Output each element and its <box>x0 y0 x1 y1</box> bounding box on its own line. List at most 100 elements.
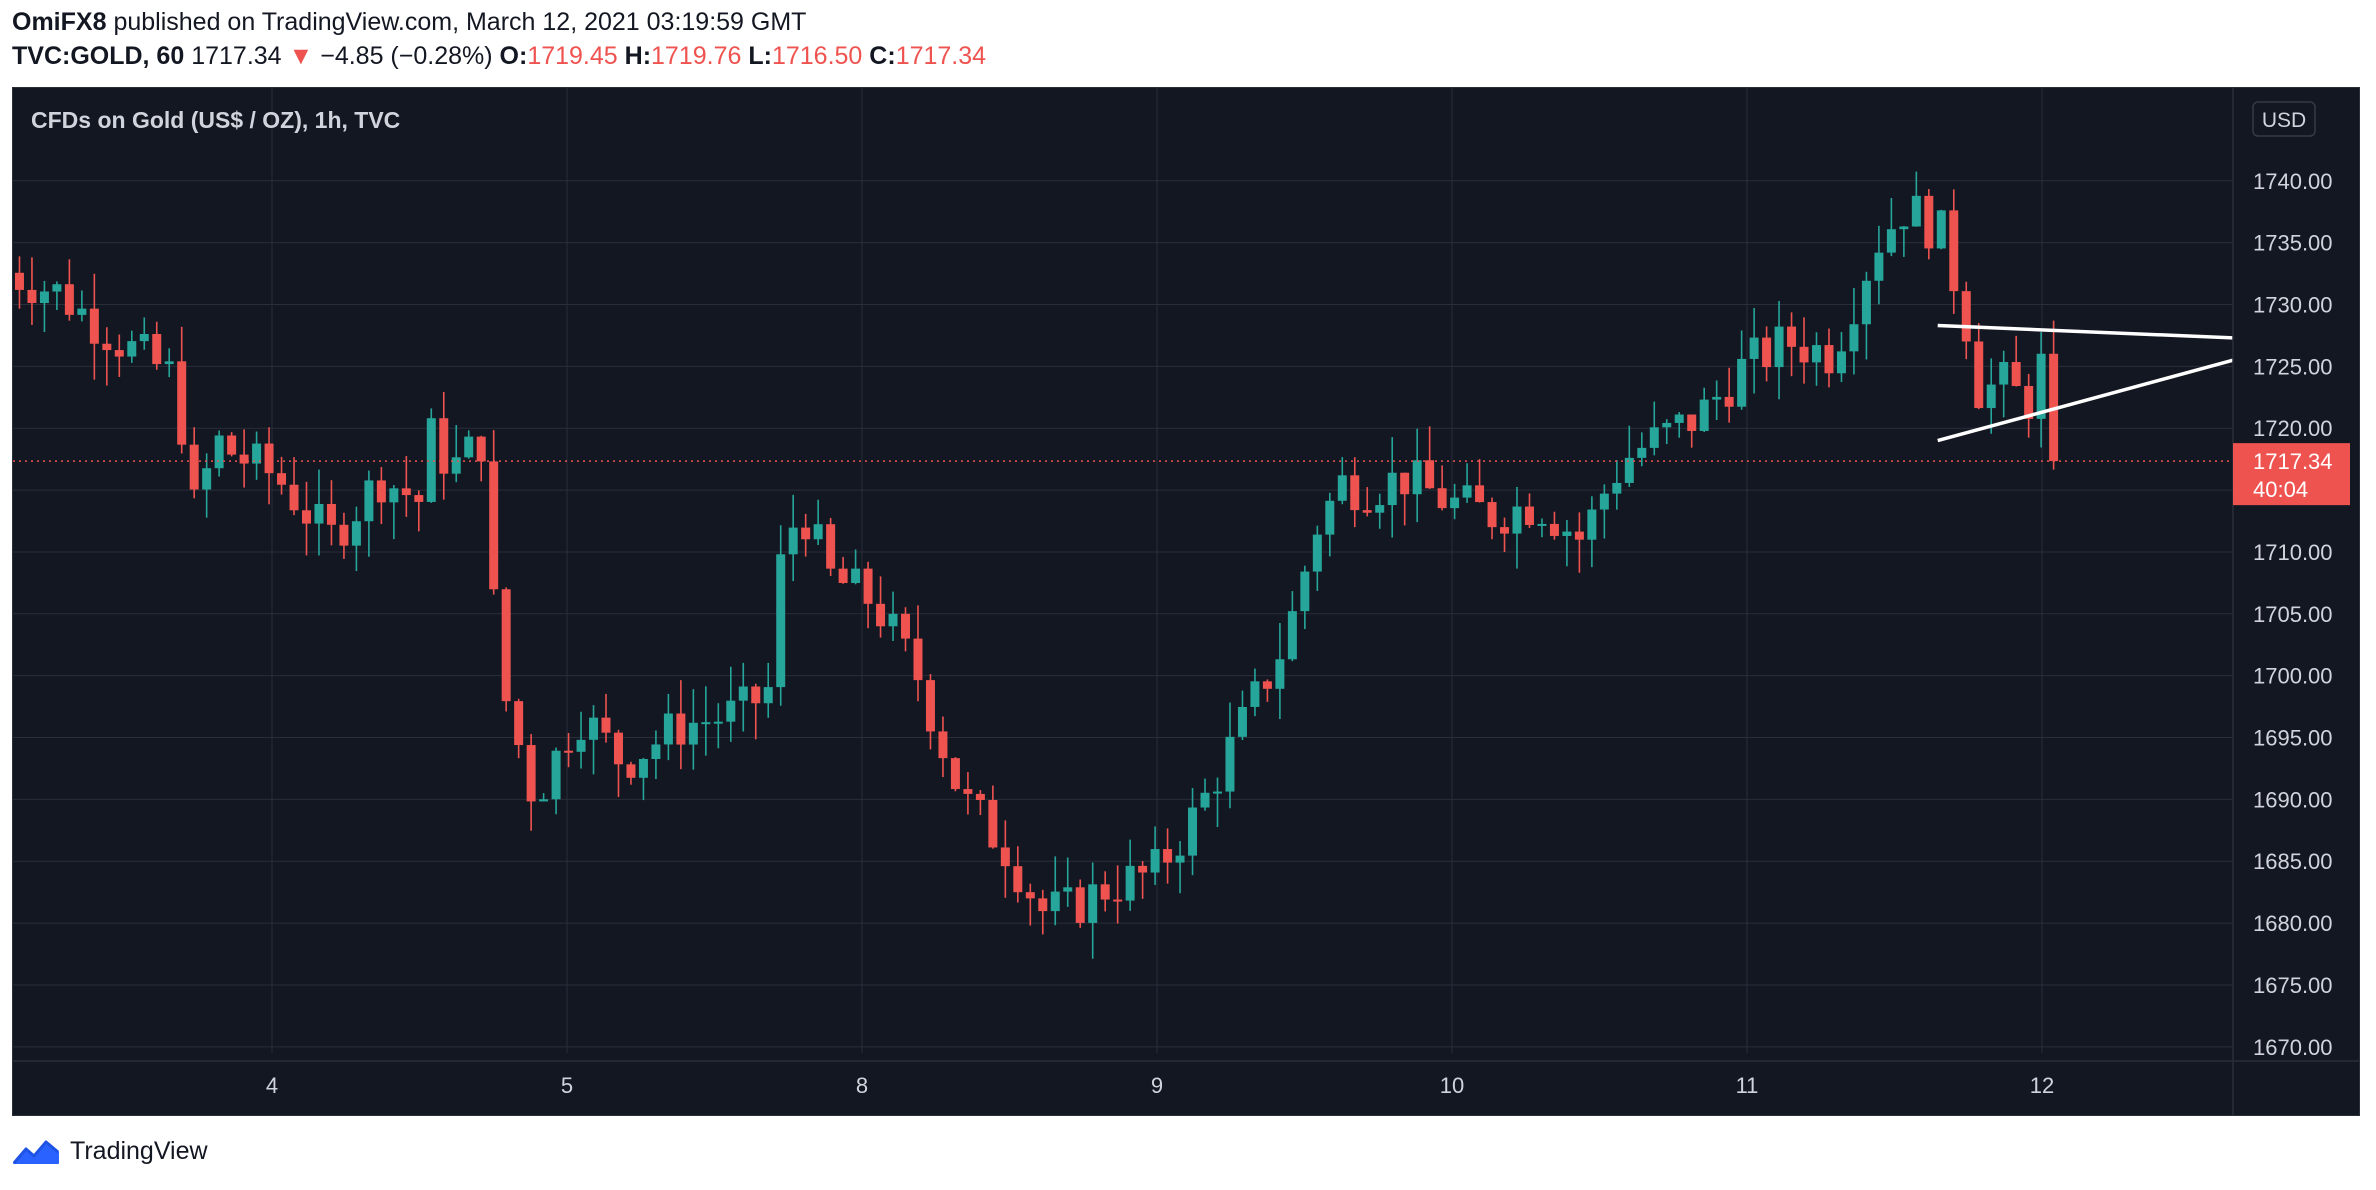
candle-up <box>1088 884 1098 923</box>
candle-up <box>663 713 673 745</box>
currency-button[interactable]: USD <box>2252 101 2316 137</box>
candle-up <box>52 284 62 292</box>
candle-up <box>1936 210 1946 249</box>
candle-up <box>738 686 748 701</box>
candle-up <box>77 308 87 315</box>
candle-up <box>1874 252 1884 281</box>
x-tick-label: 11 <box>1736 1073 1759 1098</box>
candle-up <box>1287 611 1297 660</box>
candle-down <box>302 510 311 524</box>
candle-down <box>1075 887 1085 923</box>
candle-down <box>277 473 287 485</box>
trendline-lower[interactable] <box>1937 358 2234 443</box>
candle-down <box>1163 849 1173 863</box>
y-tick-label: 1725.00 <box>2253 354 2333 379</box>
candle-up <box>364 480 374 522</box>
candle-up <box>1861 280 1871 325</box>
chart-frame[interactable]: 1670.00 1675.00 1680.00 1685.00 1690.00 1695.… <box>12 87 2360 1116</box>
symbol-ohlc-line: TVC:GOLD, 60 1717.34 ▼ −4.85 (−0.28%) O:… <box>12 42 986 71</box>
candle-down <box>64 284 74 315</box>
candle-down <box>1724 396 1734 407</box>
candle-up <box>1849 324 1859 352</box>
candle-up <box>1050 891 1060 912</box>
candle-down <box>838 568 848 584</box>
published-line: OmiFX8 published on TradingView.com, Mar… <box>12 8 806 37</box>
low-value: 1716.50 <box>771 42 863 70</box>
candle-down <box>975 793 985 801</box>
close-label: C: <box>869 42 896 70</box>
candlestick-chart[interactable]: 1670.00 1675.00 1680.00 1685.00 1690.00 1695.… <box>13 88 2359 1115</box>
candle-up <box>127 341 137 357</box>
candle-down <box>1824 345 1834 374</box>
candle-up <box>1749 337 1759 359</box>
candle-up <box>1899 226 1909 230</box>
candle-up <box>813 524 823 540</box>
candle-up <box>1537 523 1547 526</box>
candle-up <box>214 435 224 469</box>
currency-label: USD <box>2262 109 2306 132</box>
candle-down <box>14 272 24 290</box>
candle-down <box>114 350 124 357</box>
candle-up <box>1812 345 1821 363</box>
candle-down <box>1549 523 1559 536</box>
candle-down <box>1475 485 1485 503</box>
high-label: H: <box>624 42 652 70</box>
candle-down <box>376 480 386 503</box>
candle-up <box>1699 399 1709 431</box>
candle-down <box>177 361 187 445</box>
candle-down <box>1362 510 1372 513</box>
candle-up <box>426 418 436 502</box>
footer-brand[interactable]: TradingView <box>12 1136 208 1166</box>
candle-down <box>1113 899 1123 902</box>
candle-up <box>638 759 648 778</box>
y-tick-label: 1720.00 <box>2253 416 2333 441</box>
candle-down <box>27 289 37 304</box>
author-name[interactable]: OmiFX8 <box>12 8 107 36</box>
candle-up <box>351 521 361 546</box>
y-tick-label: 1710.00 <box>2253 540 2333 565</box>
close-value: 1717.34 <box>895 42 987 70</box>
y-tick-label: 1730.00 <box>2253 293 2333 318</box>
candle-up <box>763 687 773 704</box>
candle-up <box>1250 681 1260 707</box>
y-tick-label: 1735.00 <box>2253 231 2333 256</box>
candle-up <box>1312 534 1322 572</box>
candle-down <box>89 308 99 344</box>
y-tick-label: 1700.00 <box>2253 664 2333 689</box>
candle-up <box>589 717 599 740</box>
y-tick-label: 1680.00 <box>2253 911 2333 936</box>
candle-up <box>139 333 149 342</box>
candle-up <box>1712 396 1722 400</box>
candle-down <box>963 789 973 794</box>
candle-up <box>1512 506 1522 534</box>
candle-up <box>164 361 174 365</box>
candle-down <box>401 488 411 496</box>
candle-up <box>1150 849 1160 873</box>
candle-down <box>1974 341 1984 409</box>
candle-down <box>988 800 998 848</box>
candle-up <box>651 744 661 760</box>
y-tick-label: 1685.00 <box>2253 849 2333 874</box>
candle-down <box>801 527 811 540</box>
candle-up <box>1612 482 1622 494</box>
candle-down <box>1924 195 1934 249</box>
candle-down <box>613 732 623 765</box>
candle-up <box>1674 414 1684 423</box>
candle-up <box>776 554 786 688</box>
candle-down <box>264 443 274 474</box>
candle-down <box>526 745 536 802</box>
candle-up <box>1412 460 1422 495</box>
candle-up <box>1337 475 1347 501</box>
candle-down <box>289 484 299 511</box>
x-tick-label: 10 <box>1440 1073 1464 1098</box>
candle-up <box>202 468 212 490</box>
trendline-upper[interactable] <box>1937 323 2234 340</box>
tradingview-logo-icon <box>12 1140 59 1164</box>
candle-down <box>564 750 574 753</box>
candle-up <box>252 443 262 464</box>
candle-down <box>1961 291 1971 342</box>
last-price-label: 1717.34 <box>2253 449 2333 474</box>
y-tick-label: 1740.00 <box>2253 169 2333 194</box>
x-tick-label: 4 <box>266 1073 278 1098</box>
symbol-label[interactable]: TVC:GOLD, 60 <box>12 42 185 70</box>
